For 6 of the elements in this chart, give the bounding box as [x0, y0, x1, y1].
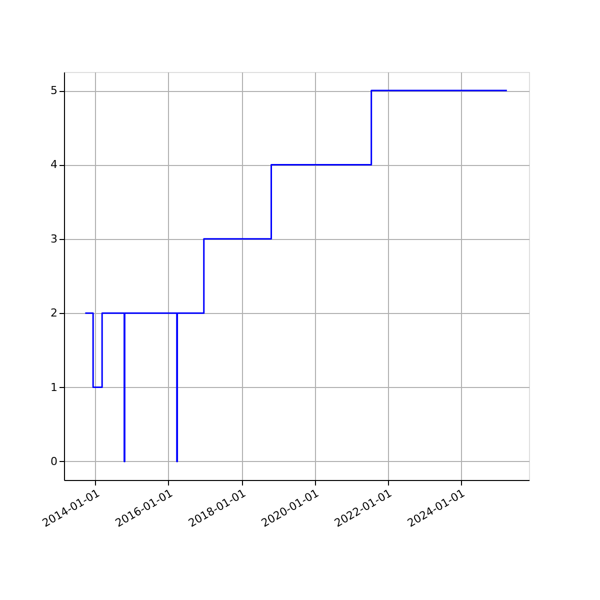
y-tick-label: 0: [50, 454, 58, 468]
y-tick-label: 2: [50, 306, 58, 320]
y-tick-label: 1: [50, 380, 58, 394]
y-tick-label: 3: [50, 232, 58, 246]
y-tick-label: 5: [50, 84, 58, 98]
y-tick-label: 4: [50, 158, 58, 172]
